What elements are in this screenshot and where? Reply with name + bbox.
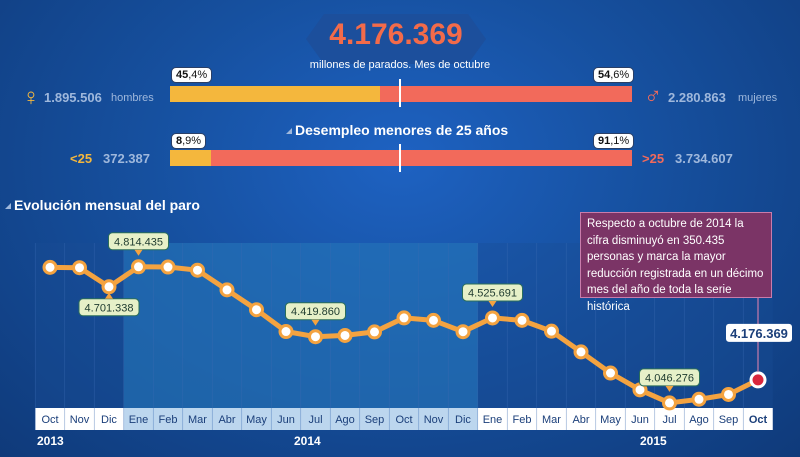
month-tick-label: Sep	[365, 414, 385, 426]
year-label-2013: 2013	[37, 434, 64, 448]
month-tick-label: Oct	[749, 414, 768, 426]
value-callout-label: 4.419.860	[291, 306, 340, 318]
data-point	[160, 259, 176, 275]
month-tick-label: Feb	[513, 414, 532, 426]
month-tick-label: Ene	[129, 414, 149, 426]
month-tick-label: Abr	[218, 414, 235, 426]
under-25-bar	[170, 150, 211, 166]
data-point	[544, 323, 559, 339]
female-count: 2.280.863	[668, 90, 726, 105]
month-tick-label: Nov	[70, 414, 90, 426]
data-point	[367, 324, 382, 340]
month-tick-label: Ago	[689, 414, 709, 426]
data-point	[514, 312, 530, 328]
value-callout-pointer	[311, 319, 320, 326]
data-point	[455, 324, 471, 340]
chart-title: Evolución mensual del paro	[14, 197, 200, 213]
month-tick-label: Dic	[101, 414, 117, 426]
value-callout-pointer	[134, 249, 143, 256]
over-25-pct-tag: 91,1%	[593, 133, 635, 149]
month-tick-label: Oct	[41, 414, 58, 426]
month-tick-label: Jul	[662, 414, 676, 426]
male-label: hombres	[111, 92, 154, 104]
month-tick-label: Dic	[455, 414, 471, 426]
female-pct-tag: 54,6%	[593, 67, 635, 83]
note-box: Respecto a octubre de 2014 la cifra dism…	[580, 212, 772, 313]
data-point	[278, 324, 294, 340]
female-symbol-icon: ♀	[22, 84, 40, 111]
value-callout-label: 4.525.691	[468, 287, 517, 299]
data-point	[396, 310, 412, 326]
value-callout-pointer	[488, 300, 497, 307]
data-point	[131, 259, 146, 275]
month-tick-label: Ene	[483, 414, 503, 426]
data-point	[219, 282, 235, 298]
total-unemployed: 4.176.369	[329, 18, 463, 51]
month-tick-label: Mar	[188, 414, 207, 426]
data-point	[573, 344, 589, 360]
under-25-count: 372.387	[103, 151, 150, 166]
year-label-2014: 2014	[294, 434, 321, 448]
year-label-2015: 2015	[640, 434, 667, 448]
data-point	[426, 312, 441, 328]
month-tick-label: Feb	[159, 414, 178, 426]
data-point	[691, 391, 707, 407]
total-subtitle: millones de parados. Mes de octubre	[309, 59, 491, 71]
over-25-label: >25	[642, 151, 665, 166]
female-share-bar	[380, 86, 632, 102]
over-25-bar	[211, 150, 632, 166]
month-tick-label: Jun	[631, 414, 649, 426]
male-share-bar	[170, 86, 380, 102]
data-point	[72, 260, 87, 276]
gender-midline	[399, 79, 401, 107]
chart-triangle-icon	[5, 203, 11, 209]
under-25-pct-tag: 8,9%	[171, 133, 207, 149]
value-callout-label: 4.046.276	[645, 372, 694, 384]
under-25-label: <25	[70, 151, 93, 166]
current-value-label: 4.176.369	[730, 326, 788, 341]
data-point	[308, 329, 323, 345]
current-value-box	[726, 323, 792, 342]
data-point	[190, 262, 205, 278]
data-point	[721, 386, 736, 402]
month-tick-label: Abr	[572, 414, 589, 426]
data-point	[662, 395, 677, 411]
youth-midline	[399, 144, 401, 172]
over-25-count: 3.734.607	[675, 151, 733, 166]
data-point	[603, 365, 618, 381]
male-pct-tag: 45,4%	[171, 67, 213, 83]
value-callout-label: 4.701.338	[85, 302, 134, 314]
month-tick-label: Ago	[335, 414, 355, 426]
data-point	[485, 310, 500, 326]
value-callout-pointer	[665, 385, 674, 392]
section-triangle-icon	[286, 128, 292, 134]
month-tick-label: Mar	[542, 414, 561, 426]
month-tick-label: Jul	[308, 414, 322, 426]
data-point	[749, 371, 767, 389]
value-callout-pointer	[105, 292, 113, 299]
female-label: mujeres	[738, 92, 778, 104]
youth-title: Desempleo menores de 25 años	[295, 122, 509, 138]
month-tick-label: Sep	[719, 414, 739, 426]
month-tick-label: May	[246, 414, 267, 426]
male-count: 1.895.506	[44, 90, 102, 105]
month-tick-label: May	[600, 414, 621, 426]
data-point	[42, 259, 58, 275]
total-badge	[306, 14, 486, 64]
month-tick-label: Nov	[424, 414, 444, 426]
month-tick-label: Jun	[277, 414, 295, 426]
data-point	[249, 302, 264, 318]
male-symbol-icon: ♂	[644, 83, 662, 110]
data-point	[101, 279, 117, 295]
value-callout-label: 4.814.435	[114, 236, 163, 248]
data-point	[337, 327, 353, 343]
month-tick-label: Oct	[395, 414, 412, 426]
